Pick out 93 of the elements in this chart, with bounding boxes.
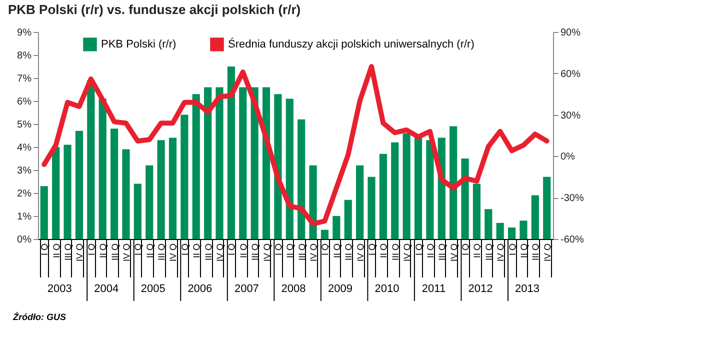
text: 2012 bbox=[468, 283, 493, 295]
x-tick-label: I Q bbox=[180, 244, 190, 256]
bar bbox=[379, 154, 387, 239]
text: 2013 bbox=[515, 283, 540, 295]
bar bbox=[298, 119, 306, 239]
x-tick-label: III Q bbox=[250, 244, 260, 261]
text: 2007 bbox=[234, 283, 259, 295]
x-tick-label: III Q bbox=[110, 244, 120, 261]
bar bbox=[344, 200, 352, 239]
text: 2004 bbox=[94, 283, 119, 295]
bar bbox=[98, 98, 106, 239]
bar bbox=[204, 87, 212, 239]
x-tick-label: IV Q bbox=[262, 244, 272, 262]
bar bbox=[157, 140, 165, 239]
x-tick-label: III Q bbox=[296, 244, 307, 261]
x-tick-label: II Q bbox=[332, 244, 342, 258]
chart-title: PKB Polski (r/r) vs. fundusze akcji polskich (r/r) bbox=[8, 2, 301, 17]
x-tick-label: IV Q bbox=[215, 244, 226, 262]
text: 2010 bbox=[374, 283, 400, 295]
bar bbox=[531, 195, 539, 239]
bar bbox=[543, 176, 551, 239]
bar bbox=[450, 126, 458, 239]
y2-tick-label: -30% bbox=[560, 193, 584, 204]
bar bbox=[216, 87, 224, 239]
bar bbox=[402, 133, 410, 239]
bar bbox=[122, 149, 130, 239]
bar bbox=[146, 165, 154, 239]
bar bbox=[87, 80, 95, 239]
y-tick-label: 5% bbox=[17, 120, 32, 130]
y2-tick-label: 60% bbox=[560, 68, 581, 80]
y-tick-label: 1% bbox=[17, 212, 32, 222]
bar bbox=[75, 130, 84, 239]
text: 2008 bbox=[281, 283, 306, 295]
bar bbox=[472, 184, 481, 239]
bar bbox=[368, 176, 376, 239]
bar bbox=[520, 220, 528, 239]
text: 2009 bbox=[328, 283, 352, 295]
text: Źródło: GUS bbox=[12, 312, 66, 322]
x-tick-label: II Q bbox=[518, 244, 529, 258]
x-tick-label: IV Q bbox=[402, 244, 412, 262]
x-tick-label: I Q bbox=[366, 244, 377, 256]
y-tick-label: 0% bbox=[17, 234, 32, 246]
legend-label: Średnia funduszy akcji polskich uniwersalnych (r/r) bbox=[228, 37, 474, 50]
bar bbox=[110, 128, 118, 239]
y2-tick-label: 0% bbox=[560, 152, 576, 163]
x-tick-label: IV Q bbox=[448, 244, 459, 262]
y2-tick-label: 90% bbox=[560, 28, 581, 38]
y-tick-label: 9% bbox=[17, 28, 32, 38]
x-tick-label: II Q bbox=[472, 244, 482, 258]
bar bbox=[239, 87, 247, 239]
x-tick-label: III Q bbox=[437, 244, 448, 261]
bar bbox=[332, 216, 340, 239]
bar bbox=[356, 165, 364, 239]
x-tick-label: III Q bbox=[484, 244, 494, 261]
bar bbox=[484, 209, 492, 239]
bar bbox=[426, 140, 434, 239]
bar bbox=[40, 186, 48, 239]
bar bbox=[496, 222, 504, 239]
y-tick-label: 7% bbox=[17, 74, 32, 84]
legend-label: PKB Polski (r/r) bbox=[101, 38, 176, 50]
text: 2006 bbox=[188, 283, 212, 295]
bar bbox=[320, 230, 329, 239]
bar bbox=[64, 144, 72, 239]
y2-tick-label: -60% bbox=[560, 234, 584, 246]
x-tick-label: II Q bbox=[285, 244, 296, 258]
bar bbox=[134, 184, 142, 239]
bar bbox=[286, 98, 294, 239]
y-tick-label: 8% bbox=[17, 50, 32, 62]
x-tick-label: I Q bbox=[133, 244, 144, 256]
bar bbox=[309, 165, 317, 239]
text: 2003 bbox=[47, 283, 72, 295]
bar bbox=[168, 138, 177, 239]
x-tick-label: I Q bbox=[414, 244, 424, 256]
x-tick-label: I Q bbox=[320, 244, 330, 256]
bar bbox=[391, 142, 399, 239]
x-tick-label: II Q bbox=[144, 244, 155, 258]
bar bbox=[180, 114, 188, 239]
y-tick-label: 2% bbox=[17, 188, 32, 200]
y2-tick-label: 30% bbox=[560, 110, 581, 122]
bar bbox=[227, 66, 235, 239]
x-tick-label: III Q bbox=[63, 244, 74, 261]
bar bbox=[461, 158, 469, 239]
x-tick-label: II Q bbox=[98, 244, 108, 258]
y-tick-label: 4% bbox=[17, 142, 32, 154]
x-tick-label: IV Q bbox=[168, 244, 178, 262]
text: 2005 bbox=[140, 283, 166, 295]
bar bbox=[52, 147, 60, 239]
y-tick-label: 6% bbox=[17, 96, 32, 108]
text: 2011 bbox=[422, 283, 446, 295]
y-tick-label: 3% bbox=[17, 166, 32, 176]
bar bbox=[414, 138, 422, 239]
bar bbox=[508, 228, 516, 239]
bar bbox=[192, 94, 200, 239]
